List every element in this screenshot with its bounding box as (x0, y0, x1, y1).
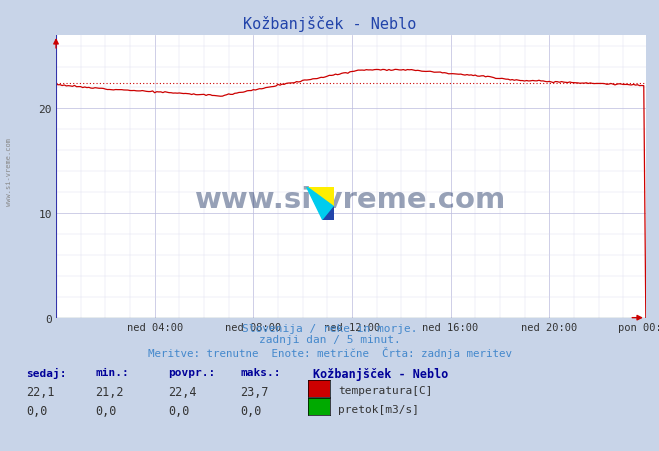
Polygon shape (323, 207, 334, 221)
Text: povpr.:: povpr.: (168, 368, 215, 377)
Text: temperatura[C]: temperatura[C] (338, 386, 432, 396)
Text: 22,1: 22,1 (26, 386, 55, 399)
Text: zadnji dan / 5 minut.: zadnji dan / 5 minut. (258, 335, 401, 345)
Text: 0,0: 0,0 (168, 404, 189, 417)
Text: 0,0: 0,0 (241, 404, 262, 417)
Text: Slovenija / reke in morje.: Slovenija / reke in morje. (242, 323, 417, 333)
Polygon shape (306, 187, 334, 221)
Text: 21,2: 21,2 (96, 386, 124, 399)
Text: pretok[m3/s]: pretok[m3/s] (338, 404, 419, 414)
Text: www.si-vreme.com: www.si-vreme.com (195, 186, 507, 213)
Text: maks.:: maks.: (241, 368, 281, 377)
Text: sedaj:: sedaj: (26, 368, 67, 378)
Text: 0,0: 0,0 (26, 404, 47, 417)
Text: 0,0: 0,0 (96, 404, 117, 417)
Text: Kožbanjšček - Neblo: Kožbanjšček - Neblo (313, 368, 448, 381)
Text: www.si-vreme.com: www.si-vreme.com (5, 138, 12, 205)
Polygon shape (306, 187, 334, 207)
Text: Kožbanjšček - Neblo: Kožbanjšček - Neblo (243, 16, 416, 32)
Text: 23,7: 23,7 (241, 386, 269, 399)
Text: 22,4: 22,4 (168, 386, 196, 399)
Text: Meritve: trenutne  Enote: metrične  Črta: zadnja meritev: Meritve: trenutne Enote: metrične Črta: … (148, 346, 511, 358)
Text: min.:: min.: (96, 368, 129, 377)
